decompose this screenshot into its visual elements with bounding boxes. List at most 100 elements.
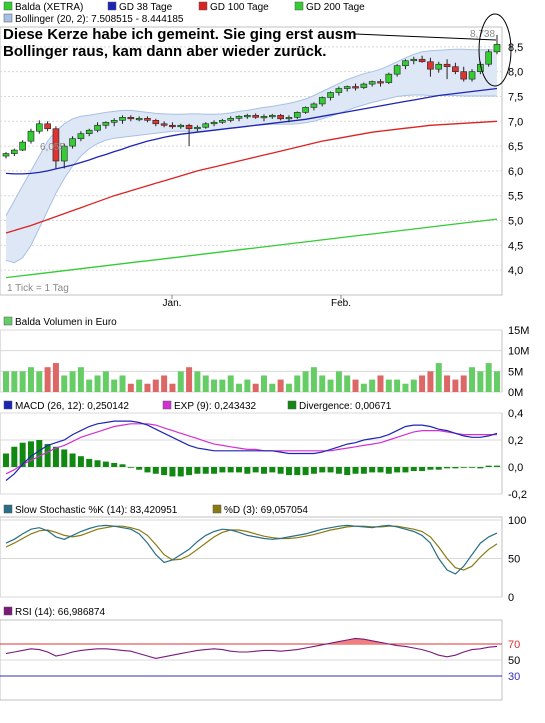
volume-bar [252,383,259,392]
divergence-bar [127,467,134,468]
volume-bar [369,379,376,392]
candle-body [293,112,301,118]
divergence-bar [394,467,401,473]
macd-line [5,420,498,481]
volume-bar [202,375,209,392]
volume-bar [11,371,18,392]
candle-body [393,65,401,75]
legend-swatch-bollinger [3,13,13,23]
exp-line [5,423,497,475]
candle-body [277,115,284,120]
candle-body [219,120,226,123]
legend-gd38: GD 38 Tage [119,2,173,13]
divergence-bar [310,467,317,474]
candle-body [302,107,309,113]
volume-bar [219,379,226,392]
candle-body [285,117,293,120]
candle-body [360,83,368,88]
candle-body [119,117,126,121]
rsi-tick-label: 50 [508,655,520,667]
volume-bar [394,379,401,392]
macd-legend: MACD (26, 12): 0,250142 EXP (9): 0,24343… [3,400,392,412]
legend-bollinger: Bollinger (20, 2): 7.508515 - 8.444185 [15,14,184,25]
candle-body [385,73,393,83]
divergence-bar [161,467,168,476]
candle-body [19,141,26,151]
candle-body [435,63,443,70]
divergence-bar [69,453,76,467]
divergence-bar [136,467,143,470]
divergence-bar [402,467,409,473]
candle-body [35,123,43,132]
candle-body [144,118,151,121]
candle-body [318,97,326,105]
price-candles [2,34,501,169]
stoch-tick-label: 50 [508,554,520,566]
divergence-bar [252,467,259,473]
x-label-jan: Jan. [163,298,182,309]
candle-body [85,129,93,135]
bollinger-band-fill [6,49,497,263]
macd-tick-label: 0,4 [508,408,523,420]
legend-stoch-k: Slow Stochastic %K (14): 83,420951 [15,505,178,516]
volume-bar [177,371,184,392]
divergence-bars [3,440,500,477]
candle-body [327,92,334,98]
price-tick-label: 7,5 [508,91,523,103]
divergence-bar [385,467,392,474]
candle-body [468,71,476,80]
volume-bar [335,371,342,392]
price-tick-label: 5,0 [508,216,523,228]
volume-bar [227,375,234,392]
divergence-bar [319,467,326,473]
volume-bar [169,383,176,392]
annotation-arrow [354,33,497,41]
legend-divergence: Divergence: 0,00671 [299,401,392,412]
legend-swatch-gd200 [294,1,304,11]
legend-gd100: GD 100 Tage [210,2,269,13]
divergence-bar [285,467,292,476]
candle-body [410,58,418,62]
divergence-bar [352,467,359,474]
volume-bar [136,379,143,392]
candle-body [27,130,35,142]
volume-bar [452,379,459,392]
divergence-bar [452,467,459,469]
bollinger-upper-line [5,48,497,216]
legend-gd200: GD 200 Tage [306,2,365,13]
divergence-bar [260,467,267,474]
divergence-bar [236,467,243,473]
volume-bar [44,367,51,392]
legend-swatch-gd100 [198,1,208,11]
divergence-bar [335,467,342,474]
volume-bar [294,375,301,392]
divergence-bar [327,467,334,473]
legend-volume: Balda Volumen in Euro [15,317,117,328]
volume-bar [460,375,467,392]
candle-body [493,44,501,53]
divergence-bar [427,467,434,470]
legend-swatch-divergence [287,400,297,410]
price-low-label: 6,055 [40,142,65,153]
volume-bar [211,379,218,392]
x-label-feb: Feb. [331,298,351,309]
volume-bar [236,383,243,392]
macd-y-axis: 0,4 0,2 0,0 -0,2 [508,408,527,501]
macd-tick-label: -0,2 [508,489,527,501]
annotation-line-2: Bollinger raus, kam dann aber wieder zur… [3,43,326,60]
legend-swatch-stoch-d [212,504,222,514]
volume-bar [3,371,9,392]
volume-bar [260,375,267,392]
divergence-bar [277,467,284,474]
volume-bar [310,367,317,392]
divergence-bar [460,467,467,468]
divergence-bar [61,449,68,467]
candle-body [310,103,318,108]
candle-body [2,153,10,157]
tick-note: 1 Tick = 1 Tag [7,283,69,294]
candle-body [169,124,176,128]
volume-bar [152,379,159,392]
volume-bar [469,367,476,392]
legend-swatch-exp [162,400,172,410]
